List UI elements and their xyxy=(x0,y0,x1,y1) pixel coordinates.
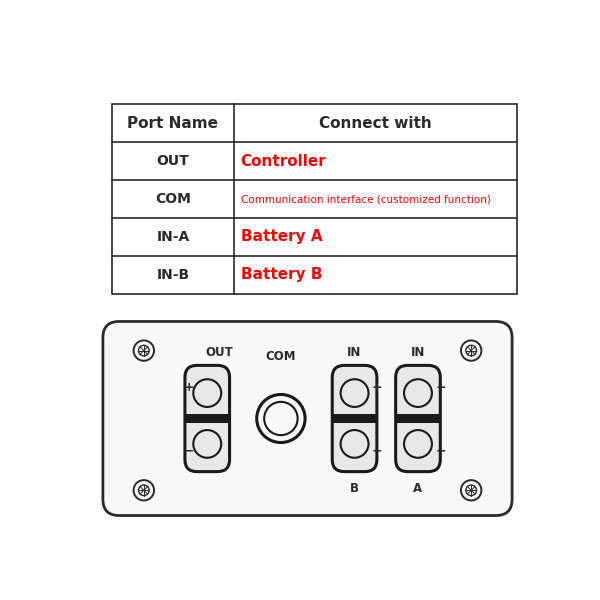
Polygon shape xyxy=(395,414,440,423)
Text: IN: IN xyxy=(411,346,425,359)
Text: Port Name: Port Name xyxy=(127,116,218,131)
Text: IN: IN xyxy=(347,346,362,359)
Text: Communication interface (customized function): Communication interface (customized func… xyxy=(241,194,490,204)
Text: −: − xyxy=(435,445,446,458)
Text: Connect with: Connect with xyxy=(319,116,431,131)
Text: A: A xyxy=(413,482,422,495)
Text: Controller: Controller xyxy=(241,154,326,169)
Text: COM: COM xyxy=(155,192,191,206)
Text: Battery B: Battery B xyxy=(241,268,322,283)
FancyBboxPatch shape xyxy=(332,365,377,472)
Text: COM: COM xyxy=(266,350,296,363)
FancyBboxPatch shape xyxy=(395,365,440,472)
FancyBboxPatch shape xyxy=(185,365,230,472)
Text: +: + xyxy=(435,381,446,394)
Polygon shape xyxy=(185,414,230,423)
Text: +: + xyxy=(184,381,194,394)
Text: −: − xyxy=(372,445,382,458)
Text: OUT: OUT xyxy=(157,154,189,168)
Text: IN-A: IN-A xyxy=(156,230,190,244)
Text: B: B xyxy=(350,482,359,495)
Text: +: + xyxy=(372,381,382,394)
Text: OUT: OUT xyxy=(206,346,233,359)
FancyBboxPatch shape xyxy=(103,322,512,515)
Text: Battery A: Battery A xyxy=(241,229,322,244)
Polygon shape xyxy=(332,414,377,423)
Text: IN-B: IN-B xyxy=(157,268,190,282)
Text: −: − xyxy=(184,445,194,458)
